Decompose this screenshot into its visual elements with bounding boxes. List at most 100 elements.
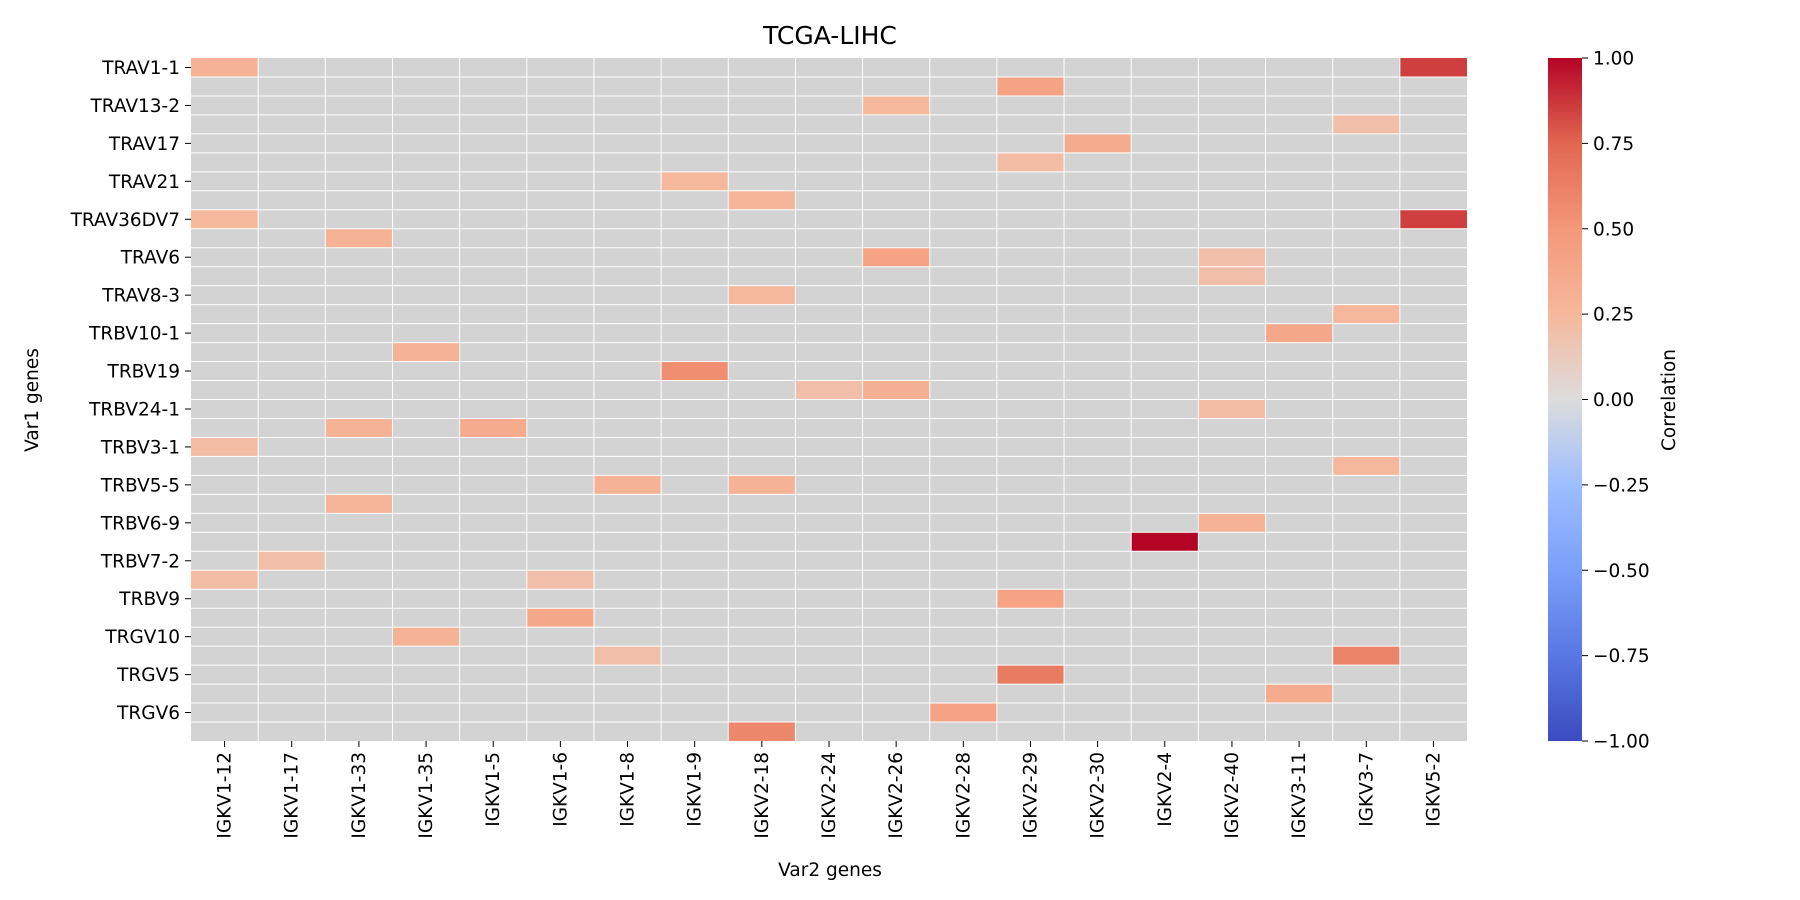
heatmap-cell — [728, 475, 796, 495]
heatmap-cell — [526, 570, 594, 590]
colorbar-gradient — [1548, 58, 1582, 741]
heatmap-cell — [392, 342, 460, 362]
colorbar: 1.00 0.75 0.50 0.25 0.00 −0.25 −0.50 −0.75 −1.00… — [1548, 49, 1680, 753]
x-tick-label: IGKV1-12 — [215, 752, 236, 839]
heatmap-cell — [1265, 323, 1333, 343]
heatmap-cell — [1399, 209, 1467, 229]
x-tick-label: IGKV2-24 — [819, 752, 840, 839]
heatmap-cell — [1198, 247, 1266, 267]
y-tick-label: TRBV3-1 — [100, 437, 180, 458]
heatmap-cell — [795, 380, 863, 400]
colorbar-tick-label: −0.75 — [1593, 646, 1650, 667]
heatmap-cell — [258, 551, 326, 571]
colorbar-tick-label: −0.50 — [1593, 561, 1650, 582]
heatmap-cell — [661, 361, 729, 381]
y-tick-label: TRGV6 — [116, 703, 180, 724]
colorbar-tick-label: 0.00 — [1593, 390, 1634, 411]
heatmap-cell — [996, 665, 1065, 685]
heatmap-cell — [593, 475, 662, 495]
colorbar-tick-label: −0.25 — [1593, 475, 1650, 496]
y-tick-label: TRAV1-1 — [101, 58, 180, 79]
x-tick-label: IGKV3-7 — [1356, 752, 1377, 827]
heatmap-cell — [191, 570, 259, 590]
y-axis-label: Var1 genes — [22, 348, 43, 452]
colorbar-tick-label: 1.00 — [1593, 49, 1634, 70]
x-tick-label: IGKV2-40 — [1222, 752, 1243, 839]
colorbar-label: Correlation — [1659, 349, 1680, 451]
x-tick-label: IGKV3-11 — [1289, 752, 1310, 839]
colorbar-tick-label: −1.00 — [1593, 732, 1650, 753]
heatmap-cell — [996, 152, 1065, 172]
x-tick-label: IGKV1-35 — [416, 752, 437, 839]
x-tick-label: IGKV1-5 — [483, 752, 504, 827]
heatmap-cell — [1332, 456, 1400, 476]
y-tick-label: TRGV5 — [116, 665, 180, 686]
heatmap-cell — [325, 228, 393, 248]
heatmap-cell — [392, 627, 460, 647]
chart-title: TCGA-LIHC — [762, 21, 897, 50]
colorbar-tick-label: 0.25 — [1593, 305, 1634, 326]
heatmap-cell — [1399, 58, 1467, 77]
heatmap-cell — [325, 494, 393, 514]
heatmap-cell — [593, 646, 662, 666]
colorbar-tick-label: 0.50 — [1593, 219, 1634, 240]
heatmap-cell — [1265, 684, 1333, 704]
y-tick-label: TRAV21 — [108, 172, 180, 193]
x-tick-label: IGKV2-28 — [953, 752, 974, 839]
heatmap-cell — [1198, 399, 1266, 419]
x-axis-label: Var2 genes — [778, 860, 882, 881]
x-tick-label: IGKV2-4 — [1155, 752, 1176, 827]
heatmap-cell — [191, 58, 259, 77]
heatmap-cell — [1064, 133, 1132, 153]
heatmap-cell — [1131, 532, 1199, 552]
heatmap-cell — [862, 95, 930, 115]
heatmap-cell — [996, 76, 1065, 96]
y-tick-label: TRAV6 — [120, 248, 180, 269]
y-axis-ticks: TRAV1-1 TRAV13-2 TRAV17 TRAV21 TRAV36DV7 TRAV… — [70, 58, 191, 724]
y-tick-label: TRBV19 — [107, 362, 180, 383]
heatmap-cell — [728, 285, 796, 305]
plot-area — [191, 58, 1467, 741]
x-tick-label: IGKV1-6 — [550, 752, 571, 827]
y-tick-label: TRAV36DV7 — [70, 210, 180, 231]
x-tick-label: IGKV5-2 — [1423, 752, 1444, 827]
heatmap-cell — [191, 209, 259, 229]
heatmap-cell — [1332, 114, 1400, 134]
heatmap-cell — [1332, 646, 1400, 666]
heatmap-cell — [862, 247, 930, 267]
heatmap-cell — [1198, 513, 1266, 533]
y-tick-label: TRBV5-5 — [100, 475, 180, 496]
x-tick-label: IGKV1-8 — [618, 752, 639, 827]
heatmap-cell — [862, 380, 930, 400]
heatmap-cell — [996, 589, 1065, 609]
heatmap-cell — [1198, 266, 1266, 286]
heatmap-cell — [325, 418, 393, 438]
x-tick-label: IGKV2-26 — [886, 752, 907, 839]
x-tick-label: IGKV1-17 — [282, 752, 303, 839]
heatmap-cell — [459, 418, 527, 438]
x-tick-label: IGKV1-9 — [685, 752, 706, 827]
heatmap-cell — [661, 171, 729, 191]
colorbar-tick-label: 0.75 — [1593, 134, 1634, 155]
heatmap-cell — [728, 722, 796, 741]
y-tick-label: TRBV9 — [118, 589, 180, 610]
y-tick-label: TRBV10-1 — [88, 324, 180, 345]
heatmap-cell — [191, 437, 259, 457]
y-tick-label: TRBV7-2 — [100, 551, 180, 572]
x-tick-label: IGKV2-30 — [1088, 752, 1109, 839]
y-tick-label: TRBV24-1 — [88, 399, 180, 420]
heatmap-cell — [728, 190, 796, 210]
x-tick-label: IGKV1-33 — [349, 752, 370, 839]
y-tick-label: TRAV17 — [108, 134, 180, 155]
heatmap-cell — [929, 703, 997, 723]
y-tick-label: TRBV6-9 — [100, 513, 180, 534]
x-tick-label: IGKV2-29 — [1020, 752, 1041, 839]
y-tick-label: TRAV8-3 — [101, 286, 180, 307]
x-tick-label: IGKV2-18 — [752, 752, 773, 839]
heatmap-cell — [1332, 304, 1400, 324]
heatmap-cell — [526, 608, 594, 628]
colorbar-ticks: 1.00 0.75 0.50 0.25 0.00 −0.25 −0.50 −0.75 −1.00 — [1582, 49, 1650, 753]
y-tick-label: TRGV10 — [104, 627, 180, 648]
y-tick-label: TRAV13-2 — [89, 96, 180, 117]
